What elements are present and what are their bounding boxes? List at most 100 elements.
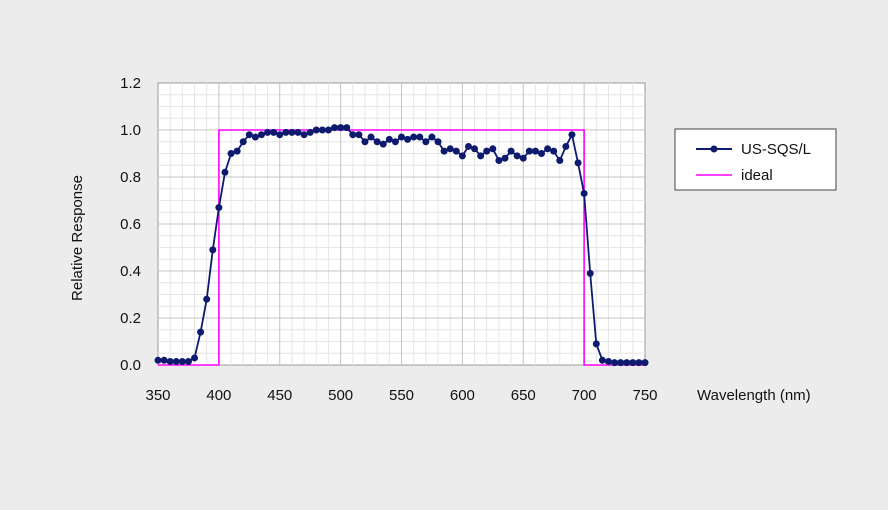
data-point-us-sqs-l bbox=[410, 133, 418, 141]
y-tick-label: 0.6 bbox=[120, 216, 141, 233]
data-point-us-sqs-l bbox=[239, 138, 247, 146]
data-point-us-sqs-l bbox=[245, 131, 253, 139]
data-point-us-sqs-l bbox=[337, 124, 345, 132]
data-point-us-sqs-l bbox=[294, 128, 302, 136]
x-tick-label: 400 bbox=[206, 387, 231, 404]
series-layer bbox=[154, 124, 649, 367]
series-line-ideal bbox=[158, 129, 645, 366]
data-point-us-sqs-l bbox=[306, 128, 314, 136]
data-point-us-sqs-l bbox=[477, 152, 485, 160]
data-point-us-sqs-l bbox=[562, 142, 570, 150]
x-axis-title: Wavelength (nm) bbox=[697, 387, 811, 404]
data-point-us-sqs-l bbox=[379, 140, 387, 148]
data-point-us-sqs-l bbox=[197, 328, 205, 336]
data-point-us-sqs-l bbox=[550, 147, 558, 155]
data-point-us-sqs-l bbox=[489, 145, 497, 153]
data-point-us-sqs-l bbox=[458, 152, 466, 160]
data-point-us-sqs-l bbox=[331, 124, 339, 132]
y-axis-tick-labels: 0.0 0.2 0.4 0.6 0.8 1.0 1.2 bbox=[120, 75, 141, 374]
data-point-us-sqs-l bbox=[398, 133, 405, 141]
data-point-us-sqs-l bbox=[215, 204, 223, 212]
y-tick-label: 0.2 bbox=[120, 310, 141, 327]
legend-label-ideal: ideal bbox=[741, 167, 773, 184]
data-point-us-sqs-l bbox=[525, 147, 533, 155]
data-point-us-sqs-l bbox=[391, 138, 399, 146]
data-point-us-sqs-l bbox=[580, 189, 588, 197]
data-point-us-sqs-l bbox=[641, 359, 649, 367]
data-point-us-sqs-l bbox=[568, 131, 576, 139]
x-axis-tick-labels: 350 400 450 500 550 600 650 700 750 bbox=[145, 387, 657, 404]
data-point-us-sqs-l bbox=[513, 152, 521, 160]
data-point-us-sqs-l bbox=[385, 135, 393, 143]
x-tick-label: 500 bbox=[328, 387, 353, 404]
legend-marker-us-sqs-l bbox=[710, 145, 718, 153]
data-point-us-sqs-l bbox=[312, 126, 320, 134]
x-tick-label: 700 bbox=[572, 387, 597, 404]
y-tick-label: 1.0 bbox=[120, 122, 141, 139]
data-point-us-sqs-l bbox=[276, 131, 284, 139]
data-point-us-sqs-l bbox=[178, 357, 186, 365]
x-tick-label: 600 bbox=[450, 387, 475, 404]
data-point-us-sqs-l bbox=[623, 359, 631, 367]
data-point-us-sqs-l bbox=[251, 133, 259, 141]
data-point-us-sqs-l bbox=[172, 357, 180, 365]
data-point-us-sqs-l bbox=[361, 138, 369, 146]
data-point-us-sqs-l bbox=[184, 357, 192, 365]
x-tick-label: 750 bbox=[632, 387, 657, 404]
data-point-us-sqs-l bbox=[264, 128, 272, 136]
data-point-us-sqs-l bbox=[434, 138, 442, 146]
data-point-us-sqs-l bbox=[471, 145, 479, 153]
data-point-us-sqs-l bbox=[203, 295, 211, 303]
data-point-us-sqs-l bbox=[586, 269, 594, 277]
data-point-us-sqs-l bbox=[440, 147, 448, 155]
data-point-us-sqs-l bbox=[270, 128, 278, 136]
data-point-us-sqs-l bbox=[160, 356, 168, 364]
data-point-us-sqs-l bbox=[343, 124, 351, 132]
x-tick-label: 450 bbox=[267, 387, 292, 404]
data-point-us-sqs-l bbox=[574, 159, 582, 167]
x-tick-label: 350 bbox=[145, 387, 170, 404]
data-point-us-sqs-l bbox=[507, 147, 515, 155]
data-point-us-sqs-l bbox=[300, 131, 308, 139]
data-point-us-sqs-l bbox=[154, 356, 162, 364]
data-point-us-sqs-l bbox=[452, 147, 460, 155]
data-point-us-sqs-l bbox=[531, 147, 539, 155]
data-point-us-sqs-l bbox=[519, 154, 527, 162]
data-point-us-sqs-l bbox=[611, 359, 619, 367]
data-point-us-sqs-l bbox=[604, 357, 612, 365]
data-point-us-sqs-l bbox=[404, 135, 412, 143]
data-point-us-sqs-l bbox=[227, 150, 235, 157]
data-point-us-sqs-l bbox=[544, 145, 552, 153]
data-point-us-sqs-l bbox=[416, 133, 424, 141]
data-point-us-sqs-l bbox=[355, 131, 363, 139]
y-tick-label: 1.2 bbox=[120, 75, 141, 92]
data-point-us-sqs-l bbox=[598, 356, 606, 364]
data-point-us-sqs-l bbox=[592, 340, 600, 348]
y-axis-title: Relative Response bbox=[69, 175, 86, 301]
data-point-us-sqs-l bbox=[257, 131, 265, 139]
data-point-us-sqs-l bbox=[422, 138, 430, 146]
data-point-us-sqs-l bbox=[464, 142, 472, 150]
y-tick-label: 0.4 bbox=[120, 263, 141, 280]
data-point-us-sqs-l bbox=[191, 354, 199, 362]
data-point-us-sqs-l bbox=[495, 157, 503, 165]
data-point-us-sqs-l bbox=[367, 133, 375, 141]
data-point-us-sqs-l bbox=[324, 126, 332, 134]
legend-box bbox=[674, 128, 837, 191]
data-point-us-sqs-l bbox=[233, 147, 241, 155]
data-point-us-sqs-l bbox=[629, 359, 637, 367]
data-point-us-sqs-l bbox=[428, 133, 436, 141]
data-point-us-sqs-l bbox=[288, 128, 296, 136]
data-point-us-sqs-l bbox=[635, 359, 643, 367]
data-point-us-sqs-l bbox=[373, 138, 381, 146]
data-point-us-sqs-l bbox=[349, 131, 357, 139]
data-point-us-sqs-l bbox=[282, 128, 290, 136]
legend: US-SQS/L ideal bbox=[674, 128, 837, 191]
data-point-us-sqs-l bbox=[538, 150, 546, 157]
x-tick-label: 550 bbox=[389, 387, 414, 404]
y-tick-label: 0.0 bbox=[120, 357, 141, 374]
data-point-us-sqs-l bbox=[446, 145, 454, 153]
data-point-us-sqs-l bbox=[556, 157, 564, 165]
